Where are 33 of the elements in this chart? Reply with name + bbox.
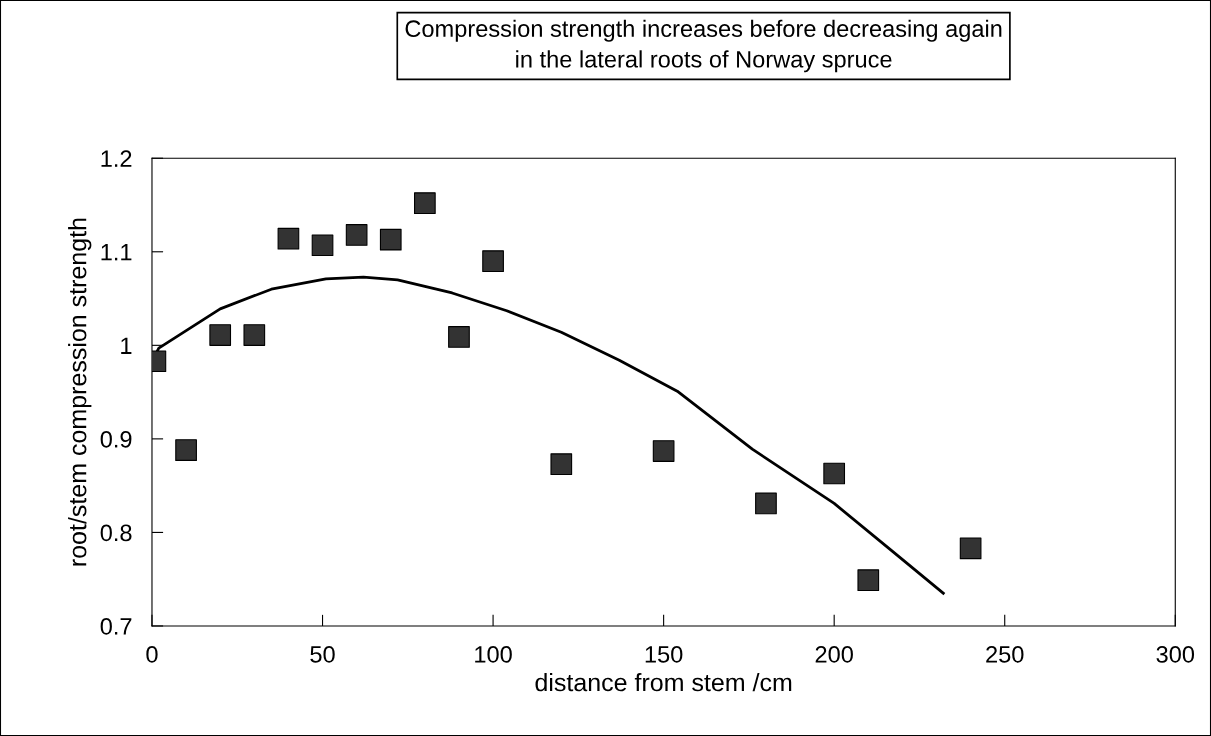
y-axis-title: root/stem compression strength [68,218,92,566]
point [243,324,266,346]
x-tick-label: 50 [310,646,335,663]
x-tick-label: 150 [645,646,683,663]
point [823,462,846,485]
point [175,439,197,461]
point [550,453,573,475]
x-tick-label: 100 [475,646,512,663]
point [379,228,402,251]
y-tick-label: 1 [121,337,132,354]
point [755,492,777,515]
line-series [154,275,945,595]
point [652,440,675,462]
chart-title: Compression strength increases before decreasing again in the lateral roots of Norway spruce [405,19,1002,73]
point [448,326,470,348]
point [345,224,368,246]
point [277,227,300,250]
point [209,324,232,346]
x-tick-label: 200 [815,646,853,663]
point [959,537,982,560]
point [414,192,436,214]
y-tick-label: 1.1 [101,244,132,261]
y-tick-label: 0.8 [100,524,132,542]
x-tick-label: 300 [1156,646,1195,663]
point [857,569,880,591]
y-tick-label: 0.7 [100,618,132,635]
x-tick-label: 0 [146,646,158,663]
y-tick-label: 1.2 [101,150,132,167]
x-tick-label: 250 [986,646,1024,663]
x-axis-title: distance from stem /cm [535,672,792,692]
point [311,234,334,257]
point [482,250,504,272]
y-tick-label: 0.9 [100,430,132,448]
